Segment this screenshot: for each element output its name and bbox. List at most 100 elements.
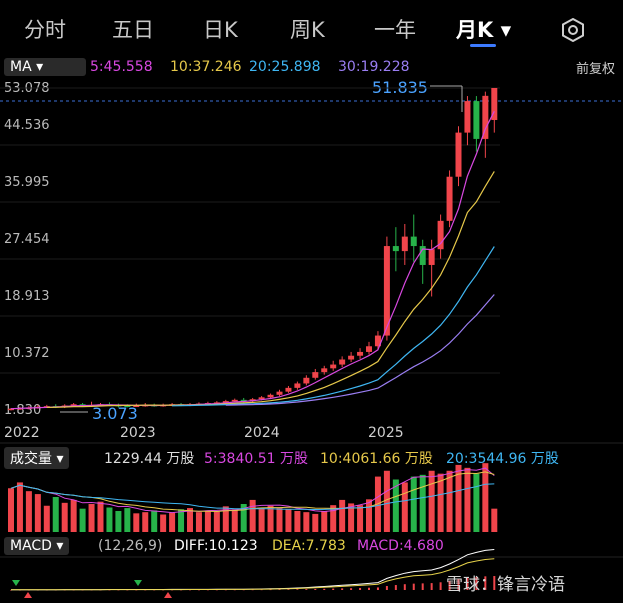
ma30-line <box>225 294 495 406</box>
macd-selector[interactable]: MACD ▾ <box>4 537 70 555</box>
volume-bar <box>169 512 176 532</box>
tab-monthly-k[interactable]: 月K ▾ <box>456 18 512 42</box>
macd-histogram-bar <box>323 588 326 590</box>
macd-histogram-bar <box>457 579 460 590</box>
candle-body <box>446 176 453 221</box>
ma5-value: 5:45.558 <box>90 59 153 75</box>
x-tick-label: 2022 <box>4 425 40 441</box>
volume-bar <box>79 508 86 532</box>
volume-bar <box>276 508 283 532</box>
volume-bar <box>357 505 364 532</box>
candle-body <box>312 372 319 378</box>
macd-histogram-bar <box>296 589 299 590</box>
volume-bar <box>34 494 41 532</box>
volume-bar <box>88 504 95 532</box>
volume-ma20-line <box>10 483 495 511</box>
macd-histogram-bar <box>368 587 370 590</box>
volume-ma5-line <box>10 467 495 514</box>
macd-histogram-bar <box>224 589 227 591</box>
macd-histogram-bar <box>493 576 496 590</box>
price-adjust-mode[interactable]: 前复权 <box>575 62 615 77</box>
volume-bar <box>160 514 167 532</box>
candle-body <box>464 101 471 133</box>
volume-current: 1229.44 万股 <box>104 451 195 467</box>
ma-selector[interactable]: MA ▾ <box>4 58 86 76</box>
volume-bar <box>16 482 23 532</box>
macd-histogram-bar <box>341 588 344 590</box>
candle-body <box>240 399 247 402</box>
volume-selector[interactable]: 成交量 ▾ <box>4 447 70 469</box>
volume-bar <box>473 473 480 532</box>
volume-bar <box>303 512 310 532</box>
candle-body <box>357 351 364 356</box>
volume-bar <box>464 467 471 532</box>
volume-bar <box>187 508 193 532</box>
macd-value: MACD:4.680 <box>357 538 444 554</box>
candle-body <box>8 408 14 411</box>
volume-bar <box>70 499 77 532</box>
volume-bar <box>25 491 32 532</box>
candle-body <box>285 387 292 392</box>
period-tabs: 分时 五日 日K 周K 一年 月K ▾ <box>0 0 623 56</box>
tab-weekly-k[interactable]: 周K <box>290 18 325 42</box>
macd-histogram-bar <box>314 588 317 590</box>
volume-ma5: 5:3840.51 万股 <box>204 451 308 467</box>
volume-bar <box>97 501 104 532</box>
y-tick-label: 10.372 <box>4 346 50 361</box>
candle-body <box>473 101 480 139</box>
macd-golden-cross-marker <box>164 592 172 598</box>
candle-body <box>374 335 381 347</box>
tab-daily-k[interactable]: 日K <box>203 18 238 42</box>
tab-intraday[interactable]: 分时 <box>24 18 66 42</box>
volume-bar <box>455 464 462 532</box>
macd-diff: DIFF:10.123 <box>174 538 258 554</box>
y-tick-label: 35.995 <box>4 175 50 190</box>
candle-body <box>455 132 462 177</box>
volume-bar <box>231 509 238 532</box>
tab-five-day[interactable]: 五日 <box>112 18 154 42</box>
candle-body <box>321 368 328 373</box>
y-tick-label: 1.830 <box>4 403 42 418</box>
volume-bar <box>392 479 399 532</box>
volume-bar <box>43 505 50 532</box>
volume-bar <box>339 499 346 532</box>
candle-body <box>222 401 229 403</box>
ma30-value: 30:19.228 <box>338 59 410 75</box>
volume-bar <box>142 512 149 532</box>
volume-bar <box>401 482 408 532</box>
volume-bar <box>285 509 292 532</box>
volume-bar <box>258 507 265 532</box>
macd-histogram-bar <box>430 583 433 590</box>
candle-body <box>410 236 417 247</box>
x-tick-label: 2025 <box>368 425 404 441</box>
volume-bar <box>240 504 247 532</box>
volume-bar <box>52 497 59 532</box>
macd-histogram-bar <box>206 589 209 591</box>
macd-histogram-bar <box>278 589 281 591</box>
candle-body <box>303 377 310 384</box>
candle-body <box>330 364 337 369</box>
macd-histogram-bar <box>287 589 290 590</box>
ma20-value: 20:25.898 <box>249 59 321 75</box>
y-tick-label: 27.454 <box>4 232 50 247</box>
volume-ma20: 20:3544.96 万股 <box>446 451 559 467</box>
candle-body <box>276 391 283 395</box>
volume-bar <box>151 510 158 532</box>
settings-hexagon-icon[interactable] <box>562 17 584 46</box>
volume-bar <box>61 502 68 532</box>
macd-histogram-bar <box>350 588 353 590</box>
candle-body <box>482 95 489 139</box>
volume-bar <box>446 470 453 532</box>
candle-body <box>392 246 399 252</box>
macd-histogram-bar <box>403 584 406 590</box>
ma10-value: 10:37.246 <box>170 59 242 75</box>
candle-body <box>231 399 238 402</box>
candle-body <box>428 249 435 265</box>
macd-histogram-bar <box>394 585 397 590</box>
volume-bar <box>321 511 328 532</box>
macd-histogram-bar <box>269 589 272 591</box>
macd-histogram-bar <box>215 589 218 591</box>
tab-one-year[interactable]: 一年 <box>374 18 416 42</box>
volume-legend-bar: 成交量 ▾ 1229.44 万股 5:3840.51 万股 10:4061.66… <box>0 446 623 469</box>
